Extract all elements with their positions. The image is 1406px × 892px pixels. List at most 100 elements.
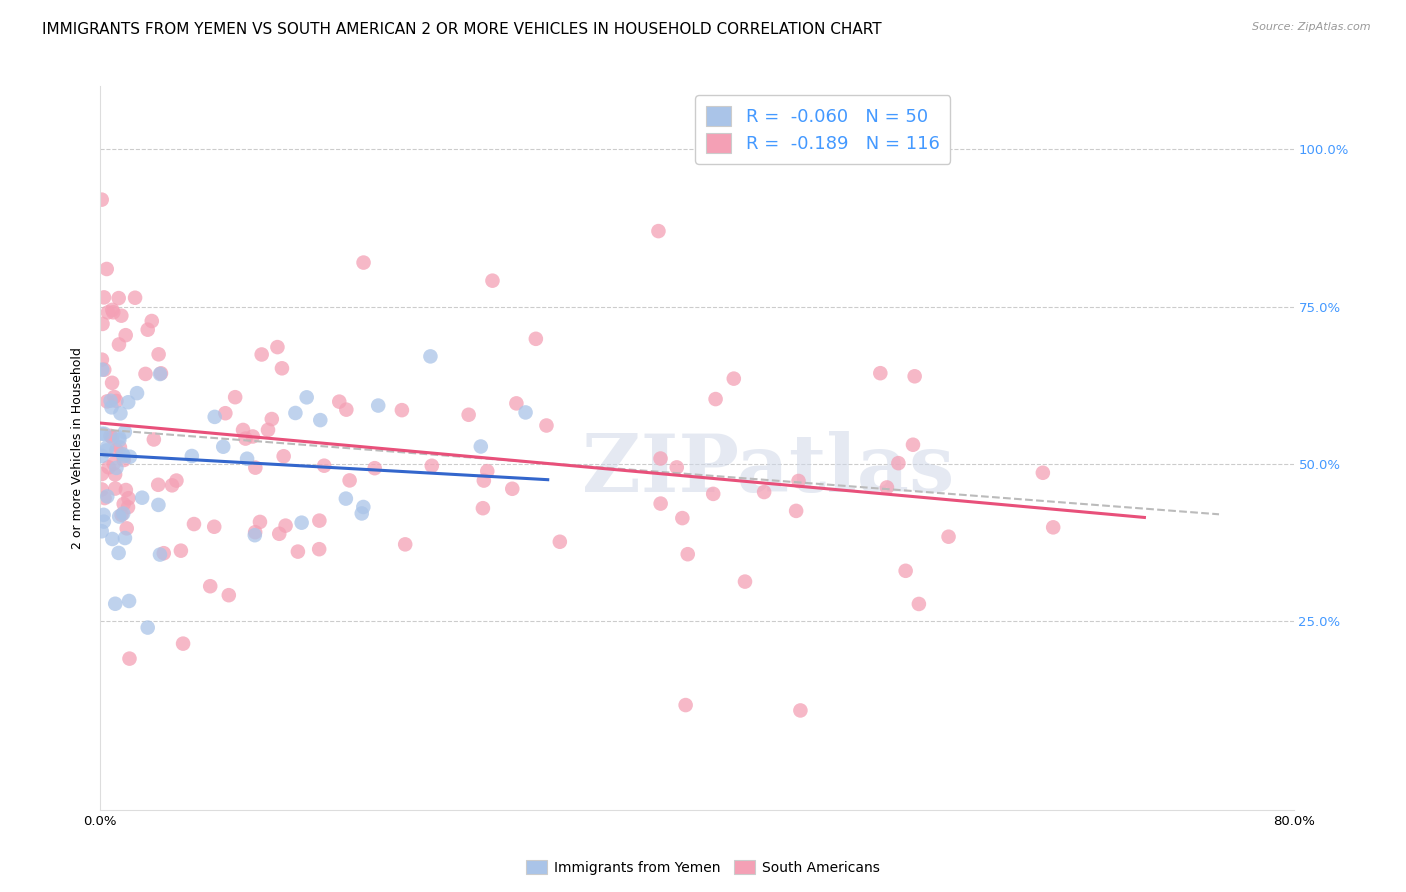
- Point: [105, 442, 128, 457]
- Point: [1042, 520, 1064, 534]
- Point: [117, 500, 139, 515]
- Point: [901, 438, 924, 452]
- Point: [887, 456, 910, 470]
- Point: [90, 193, 112, 207]
- Point: [734, 574, 756, 589]
- Point: [876, 480, 898, 494]
- Point: [287, 544, 309, 558]
- Point: [702, 487, 724, 501]
- Point: [96, 490, 118, 504]
- Point: [96, 440, 118, 454]
- Point: [243, 525, 266, 540]
- Point: [105, 394, 128, 409]
- Point: [142, 433, 165, 447]
- Point: [114, 328, 136, 343]
- Point: [202, 520, 225, 534]
- Point: [704, 392, 727, 406]
- Point: [481, 274, 503, 288]
- Point: [101, 532, 124, 546]
- Point: [103, 390, 125, 404]
- Point: [108, 440, 131, 454]
- Point: [309, 413, 332, 427]
- Point: [114, 531, 136, 545]
- Point: [112, 497, 135, 511]
- Point: [117, 491, 139, 506]
- Point: [787, 474, 810, 488]
- Point: [136, 323, 159, 337]
- Point: [96, 394, 118, 409]
- Point: [260, 412, 283, 426]
- Point: [752, 485, 775, 500]
- Point: [172, 637, 194, 651]
- Point: [457, 408, 479, 422]
- Point: [125, 386, 148, 401]
- Point: [472, 474, 495, 488]
- Point: [112, 450, 135, 464]
- Point: [477, 464, 499, 478]
- Point: [105, 461, 128, 475]
- Legend: Immigrants from Yemen, South Americans: Immigrants from Yemen, South Americans: [520, 855, 886, 880]
- Point: [90, 524, 112, 539]
- Point: [273, 449, 295, 463]
- Point: [245, 460, 267, 475]
- Point: [271, 361, 294, 376]
- Point: [104, 482, 127, 496]
- Point: [284, 406, 307, 420]
- Point: [269, 526, 291, 541]
- Point: [165, 474, 187, 488]
- Point: [363, 461, 385, 475]
- Point: [118, 651, 141, 665]
- Point: [93, 508, 115, 522]
- Point: [104, 597, 127, 611]
- Point: [352, 500, 374, 514]
- Point: [91, 362, 114, 376]
- Point: [136, 621, 159, 635]
- Point: [108, 433, 131, 447]
- Point: [108, 509, 131, 524]
- Point: [131, 491, 153, 505]
- Point: [671, 511, 693, 525]
- Point: [470, 440, 492, 454]
- Point: [232, 423, 254, 437]
- Point: [908, 597, 931, 611]
- Point: [148, 477, 170, 491]
- Point: [104, 467, 127, 482]
- Point: [91, 317, 114, 331]
- Point: [328, 394, 350, 409]
- Point: [291, 516, 314, 530]
- Point: [235, 432, 257, 446]
- Point: [141, 314, 163, 328]
- Point: [249, 515, 271, 529]
- Point: [148, 498, 170, 512]
- Point: [676, 547, 699, 561]
- Point: [869, 366, 891, 380]
- Legend: R =  -0.060   N = 50, R =  -0.189   N = 116: R = -0.060 N = 50, R = -0.189 N = 116: [695, 95, 950, 164]
- Point: [96, 262, 118, 277]
- Point: [524, 332, 547, 346]
- Point: [419, 350, 441, 364]
- Point: [103, 457, 125, 471]
- Point: [110, 309, 132, 323]
- Point: [107, 546, 129, 560]
- Point: [675, 698, 697, 712]
- Point: [118, 450, 141, 464]
- Point: [101, 302, 124, 317]
- Point: [112, 453, 135, 467]
- Point: [789, 703, 811, 717]
- Point: [236, 451, 259, 466]
- Point: [353, 255, 375, 269]
- Point: [152, 546, 174, 560]
- Point: [93, 515, 115, 529]
- Point: [118, 594, 141, 608]
- Point: [98, 429, 121, 443]
- Point: [149, 548, 172, 562]
- Point: [295, 390, 318, 404]
- Point: [367, 399, 389, 413]
- Text: Source: ZipAtlas.com: Source: ZipAtlas.com: [1253, 22, 1371, 32]
- Point: [124, 291, 146, 305]
- Point: [650, 451, 672, 466]
- Point: [108, 430, 131, 444]
- Point: [90, 352, 112, 367]
- Point: [505, 396, 527, 410]
- Point: [149, 367, 172, 381]
